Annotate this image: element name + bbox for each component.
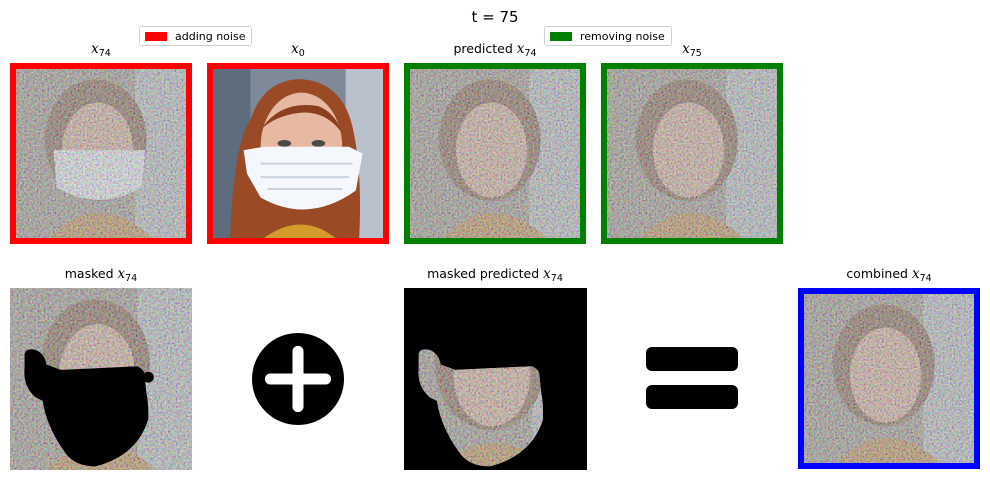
image-x75 xyxy=(601,63,783,244)
image-x74-noisy xyxy=(10,63,192,244)
legend-adding-noise: adding noise xyxy=(139,26,253,46)
legend-label: removing noise xyxy=(580,29,665,43)
panel-label-x74: x74 xyxy=(91,41,111,59)
legend-swatch-red xyxy=(145,31,167,41)
figure-title: t = 75 xyxy=(471,8,519,26)
image-x0-clean xyxy=(207,63,389,244)
panel-label-combined-x74: combined x74 xyxy=(846,266,932,284)
image-masked-predicted-x74 xyxy=(404,288,587,470)
image-masked-x74 xyxy=(10,288,192,470)
image-predicted-x74 xyxy=(404,63,586,244)
legend-removing-noise: removing noise xyxy=(544,26,672,46)
plus-icon xyxy=(252,333,344,425)
legend-label: adding noise xyxy=(175,29,246,43)
panel-label-masked-x74: masked x74 xyxy=(64,266,138,284)
image-combined-x74 xyxy=(798,288,980,469)
panel-label-predicted-x74: predicted x74 xyxy=(453,41,537,59)
panel-label-masked-predicted-x74: masked predicted x74 xyxy=(427,266,563,284)
legend-swatch-green xyxy=(550,31,572,41)
equals-icon xyxy=(645,346,739,410)
panel-label-x75: x75 xyxy=(682,41,702,59)
panel-label-x0: x0 xyxy=(291,41,305,59)
